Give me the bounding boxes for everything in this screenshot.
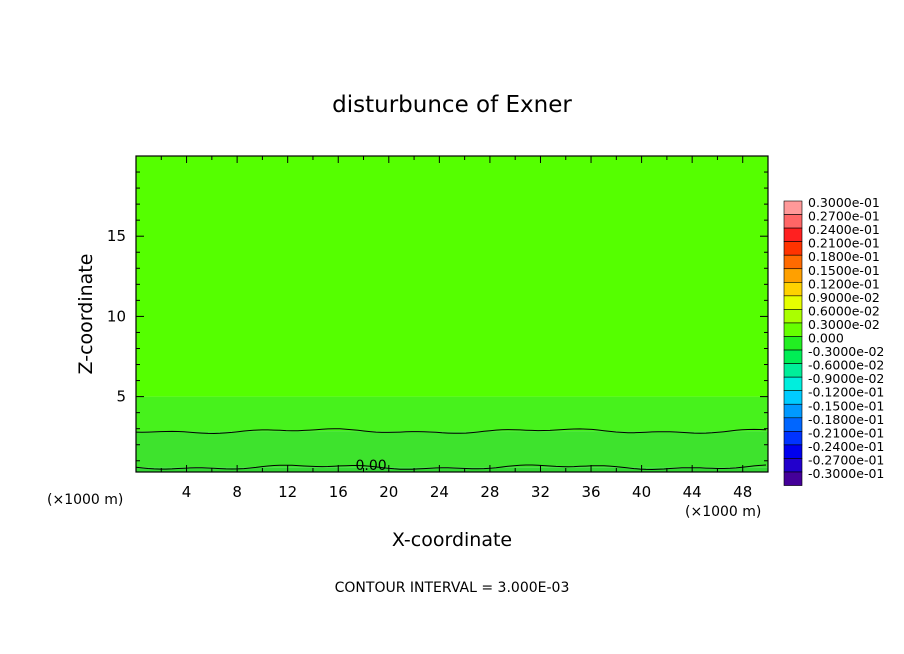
legend-swatch-8 bbox=[783, 309, 803, 324]
legend-swatch-4 bbox=[783, 254, 803, 270]
x-axis-label: X-coordinate bbox=[392, 529, 512, 551]
legend-swatch-10 bbox=[783, 336, 803, 351]
legend-label-7: 0.9000e-02 bbox=[808, 290, 880, 305]
plot-area: 0.00 bbox=[135, 155, 769, 474]
chart-title: disturbunce of Exner bbox=[332, 92, 572, 118]
x-tick-label-5: 24 bbox=[430, 483, 449, 501]
x-tick-label-6: 28 bbox=[480, 483, 499, 501]
field-band-3 bbox=[136, 156, 768, 397]
x-tick-label-9: 40 bbox=[632, 483, 651, 501]
legend-label-18: -0.2400e-01 bbox=[808, 439, 884, 454]
legend-label-4: 0.1800e-01 bbox=[808, 249, 880, 264]
legend-swatch-13 bbox=[783, 376, 803, 391]
x-unit-left: (×1000 m) bbox=[47, 492, 123, 508]
legend-label-1: 0.2700e-01 bbox=[808, 209, 880, 224]
x-tick-label-10: 44 bbox=[683, 483, 702, 501]
legend-swatch-17 bbox=[783, 431, 803, 446]
legend-swatch-1 bbox=[783, 214, 803, 229]
y-tick-label-0: 5 bbox=[116, 388, 126, 406]
legend-label-15: -0.1500e-01 bbox=[808, 398, 884, 413]
x-tick-label-11: 48 bbox=[733, 483, 752, 501]
legend-swatch-7 bbox=[783, 295, 803, 310]
legend-label-17: -0.2100e-01 bbox=[808, 425, 884, 440]
legend-label-6: 0.1200e-01 bbox=[808, 276, 880, 291]
legend-label-12: -0.6000e-02 bbox=[808, 358, 884, 373]
x-tick-label-4: 20 bbox=[379, 483, 398, 501]
legend-label-3: 0.2100e-01 bbox=[808, 236, 880, 251]
legend-label-19: -0.2700e-01 bbox=[808, 452, 884, 467]
x-tick-label-1: 8 bbox=[232, 483, 242, 501]
legend-label-14: -0.1200e-01 bbox=[808, 385, 884, 400]
x-tick-label-2: 12 bbox=[278, 483, 297, 501]
y-axis-label: Z-coordinate bbox=[75, 254, 97, 375]
legend-label-0: 0.3000e-01 bbox=[808, 195, 880, 210]
legend-label-5: 0.1500e-01 bbox=[808, 263, 880, 278]
legend-label-11: -0.3000e-02 bbox=[808, 344, 884, 359]
field-band-0 bbox=[136, 467, 768, 472]
legend-swatch-6 bbox=[783, 281, 803, 297]
legend-label-20: -0.3000e-01 bbox=[808, 466, 884, 481]
legend-swatch-20 bbox=[783, 471, 803, 486]
legend-swatch-0 bbox=[783, 200, 803, 215]
legend-swatch-12 bbox=[783, 363, 803, 378]
y-tick-label-2: 15 bbox=[107, 227, 126, 245]
legend-swatch-3 bbox=[783, 241, 803, 256]
legend-swatch-2 bbox=[783, 227, 803, 242]
legend-label-10: 0.000 bbox=[808, 331, 844, 346]
x-tick-label-7: 32 bbox=[531, 483, 550, 501]
legend-swatch-16 bbox=[783, 417, 803, 432]
field-band-1 bbox=[136, 431, 768, 468]
x-unit-right: (×1000 m) bbox=[685, 504, 761, 520]
legend-label-16: -0.1800e-01 bbox=[808, 412, 884, 427]
x-tick-label-8: 36 bbox=[581, 483, 600, 501]
legend-swatch-9 bbox=[783, 322, 803, 337]
legend-swatch-19 bbox=[783, 458, 803, 473]
legend-label-13: -0.9000e-02 bbox=[808, 371, 884, 386]
plot-frame bbox=[135, 155, 769, 473]
legend-swatch-5 bbox=[783, 268, 803, 283]
x-tick-label-0: 4 bbox=[182, 483, 192, 501]
field-band-2 bbox=[136, 396, 768, 432]
contour-line-0 bbox=[135, 464, 767, 471]
legend-swatch-11 bbox=[783, 349, 803, 364]
legend-label-8: 0.6000e-02 bbox=[808, 303, 880, 318]
legend-label-9: 0.3000e-02 bbox=[808, 317, 880, 332]
legend-label-2: 0.2400e-01 bbox=[808, 222, 880, 237]
contour-line-1 bbox=[135, 428, 767, 435]
color-legend: 0.3000e-010.2700e-010.2400e-010.2100e-01… bbox=[783, 195, 884, 486]
legend-swatch-15 bbox=[783, 403, 803, 419]
y-tick-label-1: 10 bbox=[107, 307, 126, 325]
legend-swatch-14 bbox=[783, 390, 803, 405]
x-tick-label-3: 16 bbox=[329, 483, 348, 501]
contour-interval-note: CONTOUR INTERVAL = 3.000E-03 bbox=[335, 580, 570, 596]
legend-swatch-18 bbox=[783, 444, 803, 459]
